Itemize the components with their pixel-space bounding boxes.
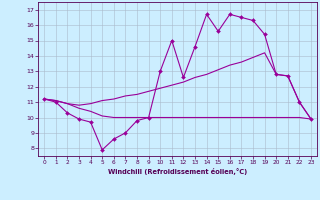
X-axis label: Windchill (Refroidissement éolien,°C): Windchill (Refroidissement éolien,°C) bbox=[108, 168, 247, 175]
